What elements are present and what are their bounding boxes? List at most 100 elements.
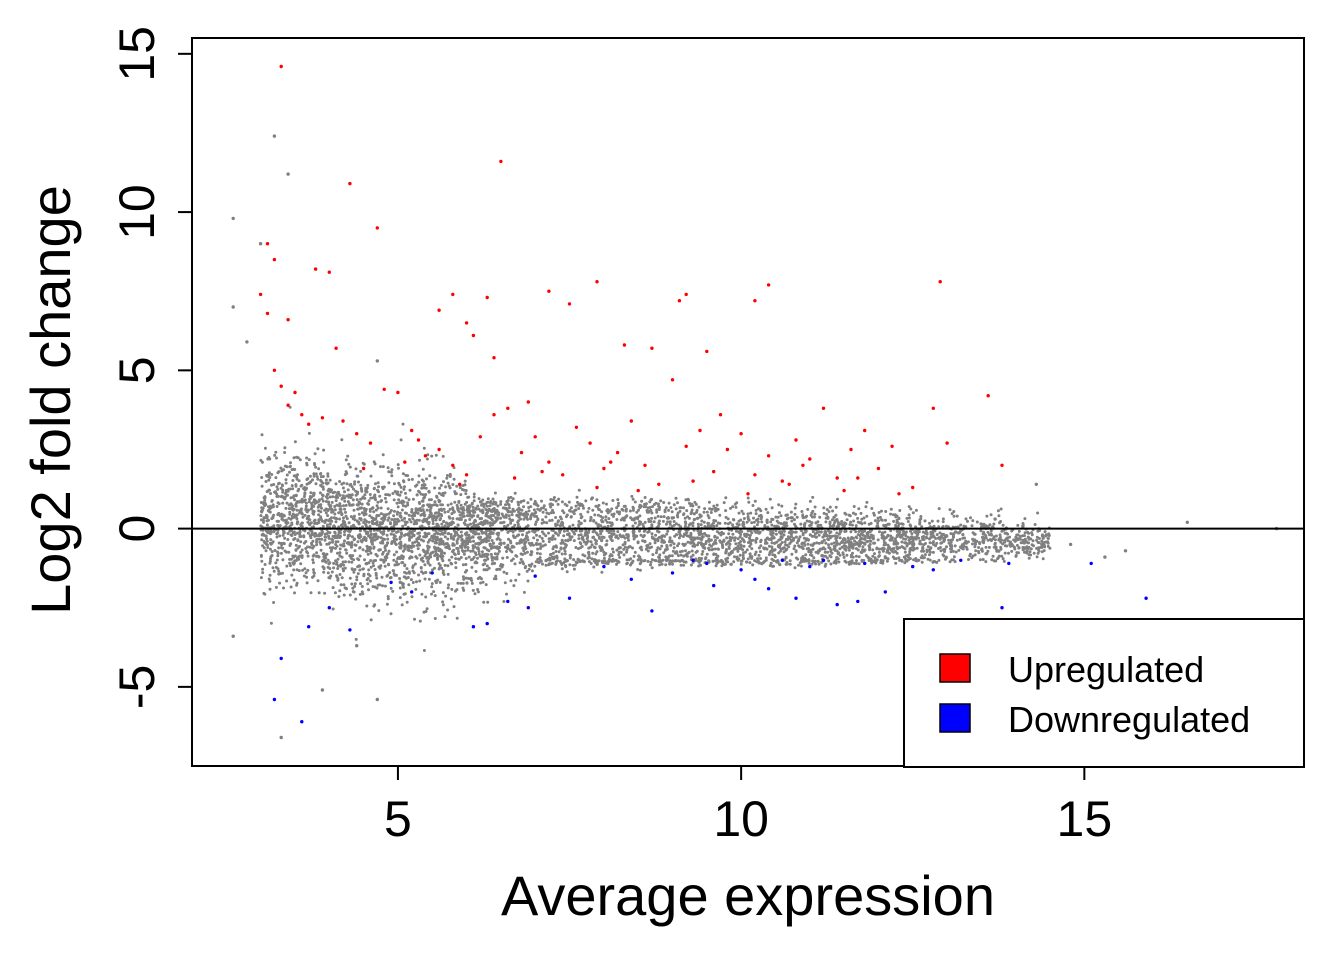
background-point: [495, 516, 499, 520]
background-point: [809, 523, 813, 527]
background-point: [285, 489, 289, 493]
background-point: [494, 577, 498, 581]
background-point: [697, 556, 701, 560]
background-point: [360, 488, 363, 491]
background-point: [984, 560, 988, 564]
background-point: [1026, 541, 1030, 545]
background-point: [813, 559, 817, 563]
background-point: [268, 573, 272, 577]
background-point: [420, 524, 424, 528]
background-point: [417, 489, 421, 493]
background-point: [268, 476, 272, 479]
background-point: [422, 446, 426, 450]
background-point: [835, 539, 838, 543]
background-point: [682, 563, 686, 567]
background-point: [813, 512, 817, 516]
background-point: [284, 478, 288, 482]
background-point: [322, 460, 326, 464]
background-point: [742, 517, 746, 520]
background-point: [644, 505, 648, 509]
background-point: [422, 535, 426, 539]
background-point: [346, 536, 350, 540]
background-point: [593, 513, 597, 517]
background-point: [773, 548, 777, 552]
background-point: [403, 520, 407, 524]
background-point: [459, 493, 463, 497]
background-point: [511, 507, 515, 511]
background-point: [435, 495, 439, 499]
background-point: [828, 520, 832, 524]
background-point: [891, 513, 895, 517]
background-point: [311, 546, 315, 550]
background-point: [682, 554, 686, 558]
background-point: [477, 497, 481, 501]
background-point: [602, 550, 606, 554]
background-point: [889, 529, 893, 533]
background-point: [977, 546, 981, 549]
background-point: [1003, 544, 1007, 548]
background-point: [739, 518, 743, 522]
background-point: [1006, 539, 1010, 543]
background-point: [707, 500, 711, 504]
background-point: [350, 582, 354, 586]
background-point: [672, 546, 676, 550]
background-point: [285, 564, 289, 568]
background-point: [633, 521, 637, 525]
background-point: [944, 524, 948, 528]
background-point: [668, 562, 672, 566]
background-point: [560, 520, 564, 524]
background-point: [872, 511, 876, 515]
background-point: [408, 530, 412, 533]
background-point: [276, 494, 280, 498]
background-point: [463, 523, 467, 526]
background-point: [354, 467, 358, 471]
background-point: [302, 574, 306, 578]
background-point: [713, 547, 717, 551]
background-point: [459, 503, 463, 507]
background-point: [709, 511, 713, 514]
background-point: [605, 502, 608, 506]
background-point: [548, 519, 552, 523]
background-point: [794, 535, 798, 539]
background-point: [338, 589, 342, 593]
background-point: [687, 523, 691, 527]
background-point: [843, 521, 847, 525]
background-point: [694, 558, 698, 562]
background-point: [438, 486, 442, 490]
background-point: [748, 561, 752, 565]
background-point: [643, 496, 647, 499]
background-point: [325, 482, 329, 486]
background-point: [375, 576, 379, 580]
background-point: [361, 548, 365, 552]
background-point: [556, 520, 560, 524]
background-point: [263, 592, 267, 596]
background-point: [326, 530, 330, 534]
background-point: [455, 541, 459, 545]
background-point: [809, 550, 813, 554]
background-point: [931, 550, 935, 554]
background-point: [349, 493, 353, 497]
background-point: [575, 561, 579, 565]
background-point: [333, 536, 337, 540]
background-point: [594, 561, 598, 565]
background-point: [1046, 540, 1050, 544]
background-point: [862, 541, 866, 545]
background-point: [750, 521, 754, 525]
background-point: [794, 549, 798, 553]
background-point: [356, 557, 360, 561]
background-point: [623, 516, 627, 520]
background-point: [742, 551, 745, 555]
background-point: [1007, 551, 1010, 555]
background-point: [341, 486, 345, 490]
background-point: [554, 499, 558, 503]
background-point: [401, 504, 405, 508]
background-point: [358, 592, 362, 596]
background-point: [333, 508, 337, 512]
background-point: [689, 504, 693, 508]
background-point: [482, 546, 486, 550]
background-point: [636, 558, 640, 562]
background-point: [970, 524, 974, 528]
background-point: [381, 539, 384, 543]
background-point: [323, 521, 327, 524]
background-point: [358, 546, 362, 550]
